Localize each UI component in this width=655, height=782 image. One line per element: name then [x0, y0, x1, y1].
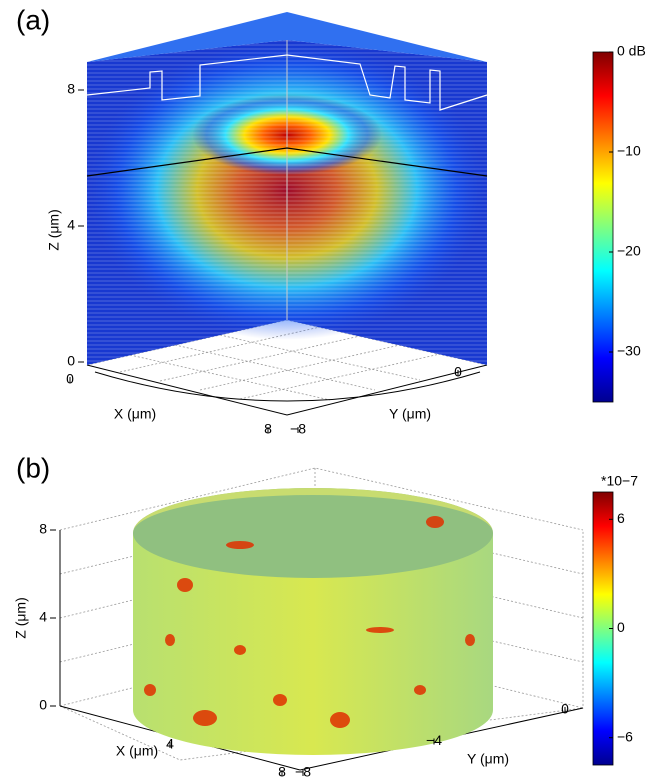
y-tick-label: −8	[290, 421, 306, 437]
panel-label: (a)	[16, 4, 50, 35]
colorbar-tick-label: 6	[617, 510, 625, 526]
panel-b-plot	[59, 467, 614, 771]
z-tick-label: 0	[67, 353, 75, 369]
colorbar-tick-label: 0 dB	[617, 43, 646, 59]
x-tick-label: 8	[264, 421, 272, 437]
x-tick-label: 8	[278, 764, 286, 780]
colorbar-tick-label: 0	[617, 619, 625, 635]
y-axis-label: Y (μm)	[467, 751, 509, 767]
x-axis-label: X (μm)	[116, 743, 158, 759]
colorbar-tick-label: −30	[617, 343, 641, 359]
y-axis-label: Y (μm)	[389, 406, 431, 422]
panel-label: (b)	[16, 452, 50, 483]
colorbar-scale: *10−7	[601, 473, 638, 489]
z-tick-label: 0	[39, 697, 47, 713]
colorbar-tick-label: −6	[617, 728, 633, 744]
z-axis-label: Z (μm)	[46, 209, 62, 251]
z-axis-label: Z (μm)	[13, 597, 29, 639]
y-tick-label: 0	[561, 701, 569, 717]
z-tick-label: 8	[67, 81, 75, 97]
panel-a-plot	[86, 12, 614, 416]
x-tick-label: 4	[166, 736, 174, 752]
y-tick-label: 0	[454, 364, 462, 380]
z-tick-label: 4	[67, 217, 75, 233]
y-tick-label: −4	[426, 732, 442, 748]
x-tick-label: 0	[66, 371, 74, 387]
y-tick-label: −8	[295, 764, 311, 780]
z-tick-label: 8	[39, 521, 47, 537]
colorbar-tick-label: −20	[617, 243, 641, 259]
colorbar-tick-label: −10	[617, 143, 641, 159]
z-tick-label: 4	[39, 609, 47, 625]
x-axis-label: X (μm)	[114, 406, 156, 422]
